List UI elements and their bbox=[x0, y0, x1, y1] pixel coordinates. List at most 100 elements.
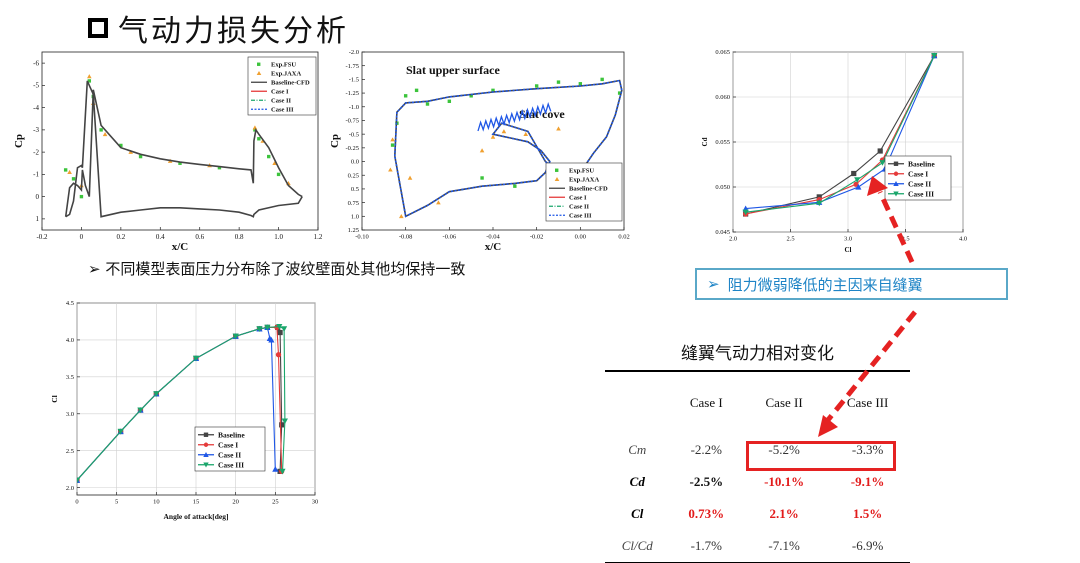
y-tick-label: -6 bbox=[33, 59, 39, 67]
y-tick-label: 0.065 bbox=[715, 49, 730, 56]
callout-box: ➢ 阻力微弱降低的主因来自缝翼 bbox=[695, 268, 1008, 300]
row-label: Cm bbox=[628, 442, 647, 457]
exp-fsu-point bbox=[480, 176, 484, 180]
series-line bbox=[394, 79, 623, 218]
exp-jaxa-point bbox=[556, 126, 561, 131]
legend-label: Baseline bbox=[908, 159, 935, 168]
y-tick-label: -0.75 bbox=[345, 118, 359, 125]
exp-jaxa-point bbox=[102, 132, 108, 137]
exp-fsu-point bbox=[447, 99, 452, 103]
y-tick-label: 0.050 bbox=[715, 184, 730, 191]
y-tick-label: 3.0 bbox=[66, 411, 74, 418]
chart-cd-cl: 2.0 2.5 3.0 3.5 4.0 0.045 0.050 0.055 0.060 0.065… bbox=[701, 49, 967, 254]
x-tick-label: -0.08 bbox=[399, 234, 413, 241]
x-tick-label: 0 bbox=[80, 233, 84, 241]
exp-fsu-point bbox=[425, 102, 430, 106]
annotation-slat-upper: Slat upper surface bbox=[406, 63, 500, 77]
x-tick-label: 1.0 bbox=[274, 233, 283, 241]
exp-jaxa-point bbox=[390, 137, 395, 142]
legend-label: Case II bbox=[218, 450, 241, 459]
data-point bbox=[268, 336, 275, 343]
exp-fsu-point bbox=[469, 94, 473, 98]
slide-title-text: 气动力损失分析 bbox=[118, 14, 349, 49]
exp-fsu-point bbox=[267, 154, 271, 159]
x-tick-label: 10 bbox=[153, 499, 160, 506]
table-header bbox=[605, 370, 670, 434]
x-tick-label: 30 bbox=[312, 499, 319, 506]
x-tick-label: 1.2 bbox=[314, 233, 323, 241]
table-cell: -10.1% bbox=[764, 474, 805, 489]
x-tick-label: 2.5 bbox=[786, 236, 794, 243]
legend-label: Exp.JAXA bbox=[569, 176, 599, 183]
legend-swatch bbox=[257, 62, 261, 66]
exp-jaxa-point bbox=[388, 167, 393, 172]
table-cell: -7.1% bbox=[743, 530, 826, 563]
series-line bbox=[77, 326, 286, 481]
x-tick-label: -0.06 bbox=[443, 234, 457, 241]
exp-jaxa-point bbox=[501, 129, 507, 134]
x-tick-label: 2.0 bbox=[729, 236, 737, 243]
legend: Exp.FSU Exp.JAXA Baseline-CFD Case I Case II… bbox=[247, 56, 317, 116]
charts-canvas: -0.2 0 0.2 0.4 0.6 0.8 1.0 1.2 -6 -5 -4 -3 -2 -1 0 1 x/C… bbox=[13, 49, 967, 521]
legend-label: Baseline-CFD bbox=[271, 79, 310, 86]
exp-fsu-point bbox=[178, 161, 182, 165]
x-tick-label: 3.0 bbox=[844, 236, 852, 243]
legend-label: Case III bbox=[218, 460, 244, 469]
table-row: Cl 0.73% 2.1% 1.5% bbox=[605, 498, 910, 530]
data-point bbox=[275, 352, 282, 358]
arrow-bullet-icon: ➢ bbox=[88, 260, 106, 278]
table-cell: -2.5% bbox=[689, 474, 724, 489]
data-point bbox=[893, 161, 899, 166]
exp-fsu-point bbox=[119, 143, 123, 148]
data-point bbox=[853, 181, 859, 187]
legend-label: Case I bbox=[569, 194, 587, 201]
legend-label: Case II bbox=[271, 97, 292, 104]
exp-fsu-point bbox=[276, 172, 281, 177]
table-cell: -1.7% bbox=[669, 530, 744, 563]
y-tick-label: 0.0 bbox=[351, 159, 359, 166]
data-point bbox=[879, 160, 886, 166]
y-tick-label: -0.25 bbox=[345, 145, 359, 152]
data-point bbox=[256, 326, 263, 332]
y-tick-label: 0.75 bbox=[348, 200, 359, 207]
data-point bbox=[276, 324, 283, 330]
data-point bbox=[281, 418, 288, 425]
x-tick-label: -0.02 bbox=[530, 234, 544, 241]
legend-label: Exp.FSU bbox=[271, 61, 296, 68]
exp-jaxa-point bbox=[490, 134, 496, 139]
legend-label: Case III bbox=[569, 212, 592, 219]
x-axis-label: x/C bbox=[172, 241, 189, 253]
y-tick-label: 0.25 bbox=[348, 172, 359, 179]
exp-jaxa-point bbox=[523, 131, 529, 136]
exp-fsu-point bbox=[513, 184, 517, 188]
y-tick-label: -1.25 bbox=[345, 90, 359, 97]
x-tick-label: 5 bbox=[115, 499, 118, 506]
y-tick-label: -1.5 bbox=[349, 77, 359, 84]
row-label: Cl/Cd bbox=[605, 530, 670, 563]
exp-jaxa-point bbox=[436, 200, 441, 205]
legend-box bbox=[247, 56, 317, 116]
table-header: Case III bbox=[825, 370, 910, 434]
legend-label: Exp.FSU bbox=[569, 167, 594, 174]
exp-jaxa-point bbox=[252, 125, 258, 130]
plot-area bbox=[63, 74, 303, 218]
slide-title: 气动力损失分析 bbox=[88, 6, 349, 50]
highlight-box-cd bbox=[746, 441, 896, 471]
y-tick-label: 0.5 bbox=[351, 186, 359, 193]
data-point bbox=[931, 53, 938, 59]
x-tick-label: 0.00 bbox=[575, 234, 586, 241]
data-point bbox=[816, 200, 823, 207]
y-tick-label: 0 bbox=[36, 193, 40, 201]
legend-label: Case I bbox=[218, 440, 238, 449]
data-point bbox=[877, 148, 883, 154]
legend-label: Case I bbox=[271, 88, 289, 95]
exp-fsu-point bbox=[578, 82, 583, 86]
legend-box bbox=[545, 162, 623, 222]
row-label: Cd bbox=[629, 474, 645, 489]
x-tick-label: 0.02 bbox=[618, 234, 629, 241]
table-cell: -5.2% bbox=[768, 442, 800, 457]
data-point bbox=[192, 355, 200, 362]
y-tick-label: 1 bbox=[36, 215, 40, 223]
